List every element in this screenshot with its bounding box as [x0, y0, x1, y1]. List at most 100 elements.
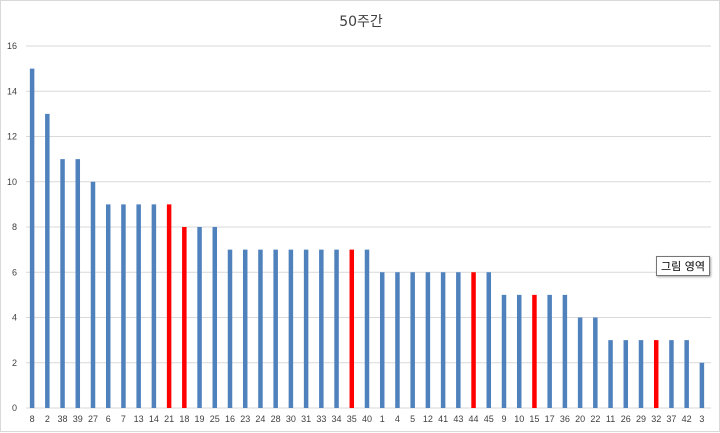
- x-tick-label-19: 19: [195, 414, 205, 424]
- bar-34[interactable]: [334, 249, 339, 408]
- x-tick-label-30: 30: [286, 414, 296, 424]
- x-tick-label-40: 40: [362, 414, 372, 424]
- x-tick-label-43: 43: [453, 414, 463, 424]
- x-tick-label-15: 15: [529, 414, 539, 424]
- chart-title: 50주간: [339, 14, 383, 30]
- x-tick-label-13: 13: [134, 414, 144, 424]
- bar-36[interactable]: [562, 294, 568, 408]
- y-tick-label-8: 8: [12, 222, 17, 232]
- bar-8[interactable]: [29, 68, 35, 408]
- bar-29[interactable]: [638, 340, 644, 408]
- y-tick-label-10: 10: [7, 177, 17, 187]
- x-tick-label-29: 29: [636, 414, 646, 424]
- y-tick-label-12: 12: [7, 132, 17, 142]
- bar-37[interactable]: [669, 340, 674, 408]
- x-tick-label-39: 39: [73, 414, 83, 424]
- x-tick-label-14: 14: [149, 414, 159, 424]
- y-tick-label-14: 14: [7, 86, 17, 96]
- x-tick-label-24: 24: [255, 414, 265, 424]
- bar-12[interactable]: [425, 272, 431, 408]
- bar-17[interactable]: [547, 294, 552, 408]
- bar-26[interactable]: [623, 340, 629, 408]
- bar-1[interactable]: [379, 272, 385, 408]
- bar-31[interactable]: [303, 249, 309, 408]
- y-tick-label-16: 16: [7, 41, 17, 51]
- x-tick-label-32: 32: [651, 414, 661, 424]
- x-tick-label-20: 20: [575, 414, 585, 424]
- bar-23[interactable]: [242, 249, 248, 408]
- x-tick-label-42: 42: [682, 414, 692, 424]
- bar-2[interactable]: [45, 113, 50, 408]
- bar-41[interactable]: [440, 272, 446, 408]
- bar-5[interactable]: [410, 272, 415, 408]
- x-tick-label-7: 7: [121, 414, 126, 424]
- bar-45[interactable]: [486, 272, 492, 408]
- bar-19[interactable]: [197, 227, 202, 408]
- x-tick-label-3: 3: [699, 414, 704, 424]
- x-tick-label-45: 45: [484, 414, 494, 424]
- x-tick-label-31: 31: [301, 414, 311, 424]
- x-tick-label-34: 34: [332, 414, 342, 424]
- bar-24[interactable]: [258, 249, 263, 408]
- x-tick-label-23: 23: [240, 414, 250, 424]
- x-tick-label-17: 17: [545, 414, 555, 424]
- bar-16[interactable]: [227, 249, 233, 408]
- x-tick-label-41: 41: [438, 414, 448, 424]
- x-tick-label-22: 22: [590, 414, 600, 424]
- bar-25[interactable]: [212, 227, 218, 408]
- x-tick-label-8: 8: [30, 414, 35, 424]
- bar-21[interactable]: [166, 204, 172, 408]
- x-tick-label-11: 11: [606, 414, 615, 424]
- x-tick-label-18: 18: [179, 414, 189, 424]
- bar-43[interactable]: [456, 272, 461, 408]
- x-tick-label-6: 6: [106, 414, 111, 424]
- bar-9[interactable]: [501, 294, 507, 408]
- x-tick-label-26: 26: [621, 414, 631, 424]
- bar-18[interactable]: [182, 227, 187, 408]
- bar-10[interactable]: [516, 294, 522, 408]
- x-tick-label-9: 9: [501, 414, 506, 424]
- bar-6[interactable]: [105, 204, 111, 408]
- x-tick-label-37: 37: [666, 414, 676, 424]
- x-tick-label-38: 38: [58, 414, 68, 424]
- x-tick-label-5: 5: [410, 414, 415, 424]
- bars: [29, 68, 705, 409]
- plot-area-tooltip: 그림 영역: [656, 256, 710, 276]
- bar-35[interactable]: [349, 249, 355, 408]
- bar-33[interactable]: [319, 249, 324, 408]
- bar-28[interactable]: [273, 249, 278, 408]
- bar-11[interactable]: [608, 340, 613, 408]
- bar-7[interactable]: [121, 204, 126, 408]
- x-tick-label-44: 44: [469, 414, 479, 424]
- y-tick-label-4: 4: [12, 313, 17, 323]
- bar-22[interactable]: [593, 317, 598, 409]
- x-tick-label-25: 25: [210, 414, 220, 424]
- bar-30[interactable]: [288, 249, 294, 408]
- bar-20[interactable]: [577, 317, 583, 409]
- x-tick-label-33: 33: [316, 414, 326, 424]
- bar-4[interactable]: [395, 272, 400, 408]
- bar-42[interactable]: [684, 340, 689, 408]
- x-tick-label-4: 4: [395, 414, 400, 424]
- x-tick-label-10: 10: [514, 414, 524, 424]
- y-tick-label-0: 0: [12, 403, 17, 413]
- bar-39[interactable]: [75, 159, 81, 408]
- y-tick-label-2: 2: [12, 358, 17, 368]
- x-tick-label-1: 1: [380, 414, 385, 424]
- x-tick-label-16: 16: [225, 414, 235, 424]
- bar-38[interactable]: [60, 159, 65, 408]
- bar-3[interactable]: [699, 362, 705, 408]
- bar-27[interactable]: [90, 181, 96, 408]
- bar-40[interactable]: [364, 249, 370, 408]
- x-tick-label-36: 36: [560, 414, 570, 424]
- bar-44[interactable]: [471, 272, 476, 408]
- bar-15[interactable]: [532, 294, 537, 408]
- bar-32[interactable]: [653, 340, 659, 408]
- bar-13[interactable]: [136, 204, 141, 408]
- x-tick-label-21: 21: [164, 414, 174, 424]
- bar-14[interactable]: [151, 204, 157, 408]
- x-axis-ticks: 8 2 38 39 27 6 7 13 14 21 18 19 25 16 23 24 28 30 31 33 34 35…: [30, 414, 705, 424]
- y-axis-ticks: 0 2 4 6 8 10 12 14 16: [7, 41, 17, 413]
